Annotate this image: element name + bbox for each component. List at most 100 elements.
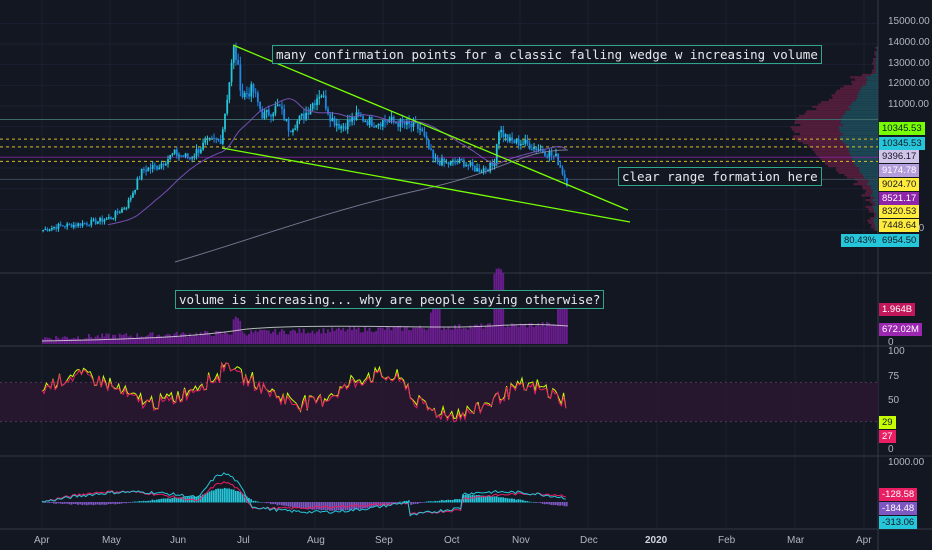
candle-body: [110, 217, 112, 219]
candle-body: [367, 121, 369, 125]
macd-hist-bar: [277, 502, 279, 505]
candle-body: [507, 134, 509, 141]
macd-hist-bar: [281, 502, 283, 505]
volume-bar: [369, 328, 371, 344]
candle-body: [163, 164, 165, 165]
candle-body: [314, 103, 316, 105]
range-annotation[interactable]: clear range formation here: [618, 167, 822, 186]
price-candles: [42, 43, 568, 233]
candle-body: [522, 144, 524, 145]
volume-bar: [250, 330, 252, 344]
volume-bar: [472, 328, 474, 344]
volume-profile-bar: [840, 135, 878, 137]
macd-hist-bar: [209, 492, 211, 503]
macd-hist-bar: [149, 501, 151, 503]
volume-profile-bar: [856, 99, 878, 101]
macd-hist-bar: [535, 502, 537, 503]
volume-bar: [281, 329, 283, 344]
volume-bar: [393, 327, 395, 344]
volume-profile-bar: [863, 188, 871, 190]
volume-bar: [421, 328, 423, 344]
volume-profile-bar: [852, 101, 878, 103]
macd-hist-bar: [454, 499, 456, 502]
candle-body: [86, 223, 88, 224]
volume-bar: [399, 326, 401, 344]
macd-hist-bar: [421, 502, 423, 503]
volume-bar: [165, 335, 167, 344]
volume-annotation[interactable]: volume is increasing... why are people s…: [175, 290, 604, 309]
macd-hist-bar: [518, 499, 520, 502]
macd-hist-bar: [156, 500, 158, 503]
candle-body: [104, 220, 106, 222]
volume-bar: [426, 330, 428, 344]
volume-profile-bar: [874, 213, 876, 215]
volume-bar: [42, 339, 44, 344]
macd-hist-bar: [70, 502, 72, 505]
volume-profile-bar: [838, 172, 860, 174]
candle-body: [334, 118, 336, 125]
candle-body: [128, 200, 130, 208]
macd-hist-bar: [138, 501, 140, 502]
volume-bar: [303, 329, 305, 344]
volume-label: 1.964B: [879, 303, 915, 316]
volume-profile-bar: [805, 113, 845, 115]
volume-bar: [404, 327, 406, 344]
macd-hist-bar: [524, 501, 526, 503]
volume-profile-bar: [865, 192, 872, 194]
volume-bar: [206, 331, 208, 344]
volume-bar: [476, 325, 478, 344]
candle-body: [413, 122, 415, 127]
volume-bar: [296, 333, 298, 344]
volume-bar: [529, 323, 531, 344]
time-tick: Feb: [718, 535, 735, 546]
macd-hist-bar: [132, 502, 134, 503]
volume-bar: [375, 331, 377, 344]
volume-profile-bar: [875, 69, 878, 71]
candle-body: [239, 64, 241, 90]
macd-hist-bar: [84, 502, 86, 505]
volume-bar: [465, 328, 467, 344]
volume-bar: [338, 328, 340, 344]
macd-hist-bar: [68, 502, 70, 504]
candle-body: [294, 128, 296, 129]
macd-hist-bar: [513, 499, 515, 503]
macd-hist-bar: [441, 500, 443, 503]
candle-body: [123, 208, 125, 209]
volume-profile-bar: [794, 122, 840, 124]
macd-hist-bar: [412, 502, 414, 504]
macd-hist-bar: [323, 502, 325, 510]
volume-bar: [147, 335, 149, 344]
candle-body: [211, 138, 213, 139]
macd-hist-bar: [500, 497, 502, 502]
macd-hist-bar: [509, 499, 511, 503]
candle-body: [551, 152, 553, 156]
volume-bar: [553, 324, 555, 344]
volume-label: 672.02M: [879, 323, 922, 336]
volume-bar: [279, 332, 281, 344]
candle-body: [524, 140, 526, 144]
candle-body: [546, 156, 548, 157]
volume-bar: [331, 327, 333, 344]
volume-bar: [167, 334, 169, 344]
candle-body: [277, 105, 279, 106]
candle-body: [172, 154, 174, 155]
volume-bar: [544, 326, 546, 344]
volume-profile-bar: [876, 53, 878, 55]
candle-body: [49, 230, 51, 231]
volume-profile-bar: [847, 144, 878, 146]
candle-body: [196, 149, 198, 156]
wedge-annotation[interactable]: many confirmation points for a classic f…: [272, 45, 822, 64]
volume-profile-bar: [874, 67, 876, 69]
macd-hist-bar: [533, 502, 535, 503]
candle-body: [193, 156, 195, 158]
volume-profile-bar: [857, 94, 878, 96]
candle-body: [75, 225, 77, 226]
volume-profile-bar: [860, 172, 878, 174]
candle-body: [185, 154, 187, 157]
candle-body: [483, 168, 485, 171]
macd-hist-bar: [458, 499, 460, 502]
candle-body: [336, 124, 338, 126]
time-tick: Mar: [787, 535, 804, 546]
macd-hist-bar: [228, 488, 230, 502]
